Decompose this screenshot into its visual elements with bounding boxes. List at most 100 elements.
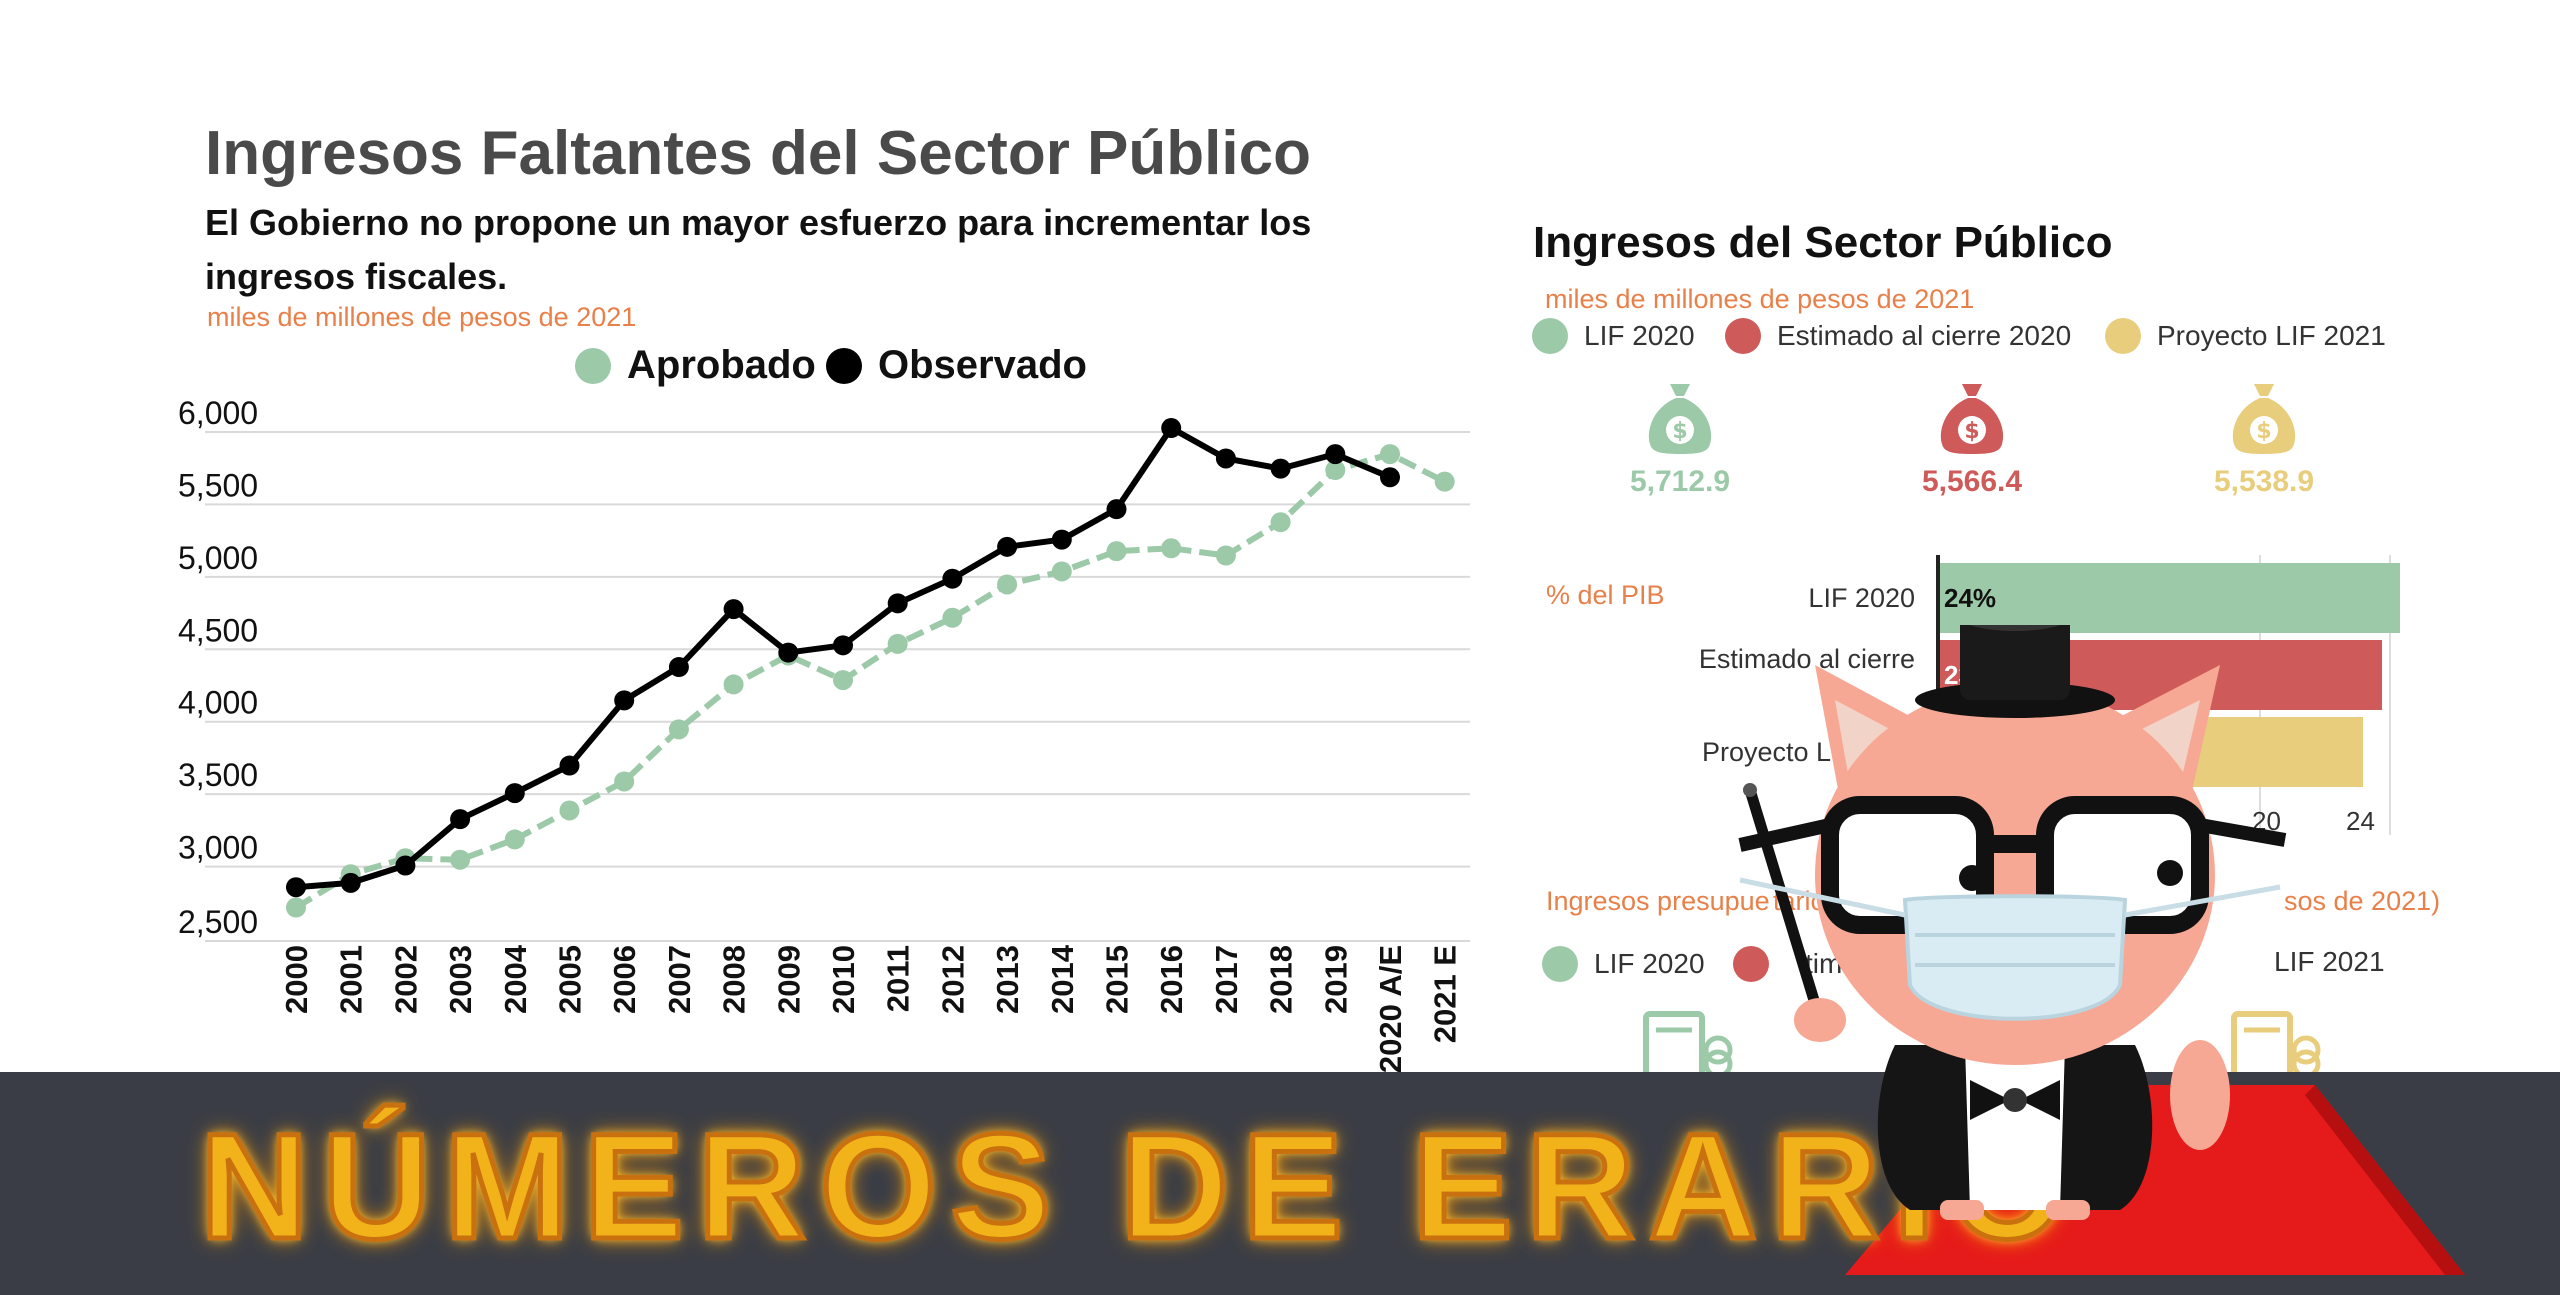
x-tick-label: 2009 bbox=[771, 945, 806, 1014]
x-tick-label: 2001 bbox=[334, 945, 369, 1014]
data-point-aprobado bbox=[1325, 460, 1346, 481]
line-chart: 2,500 3,000 3,500 4,000 4,500 5,000 5,500 6,000… bbox=[178, 395, 1470, 1073]
data-point-observado bbox=[1270, 458, 1291, 479]
legend-observado-marker bbox=[826, 347, 862, 384]
y-tick-label: 4,500 bbox=[178, 612, 258, 648]
series-line-aprobado bbox=[294, 451, 1447, 911]
money-bag-icon: $ bbox=[1648, 384, 1712, 454]
face-mask-icon bbox=[1902, 894, 2128, 1021]
bottom-subtitle-left: Ingresos presupue bbox=[1546, 886, 1770, 916]
data-point-observado bbox=[559, 755, 580, 776]
chart-title: Ingresos Faltantes del Sector Público bbox=[205, 119, 1311, 188]
x-tick-label: 2006 bbox=[607, 945, 642, 1014]
data-point-observado bbox=[1106, 499, 1127, 520]
pib-label: % del PIB bbox=[1546, 580, 1665, 610]
legend-proyecto-label: Proyecto LIF 2021 bbox=[2157, 320, 2386, 351]
x-tick-label: 2005 bbox=[553, 945, 588, 1014]
x-tick-label: 2002 bbox=[388, 945, 423, 1014]
x-tick-label: 2003 bbox=[443, 945, 478, 1014]
svg-text:$: $ bbox=[2256, 419, 2271, 444]
data-point-observado bbox=[1325, 444, 1346, 465]
pib-tick-label: 24 bbox=[2346, 806, 2375, 836]
x-tick-label: 2010 bbox=[826, 945, 861, 1014]
legend-aprobado-marker bbox=[575, 347, 611, 384]
data-point-observado bbox=[778, 642, 799, 663]
data-point-aprobado bbox=[1106, 541, 1127, 562]
data-point-observado bbox=[1215, 448, 1236, 469]
data-point-aprobado bbox=[1051, 561, 1072, 582]
legend-estimado-label: Estimado al cierre 2020 bbox=[1777, 320, 2072, 351]
y-tick-label: 3,000 bbox=[178, 830, 258, 866]
x-tick-label: 2014 bbox=[1045, 944, 1080, 1014]
x-tick-label: 2008 bbox=[717, 945, 752, 1014]
legend-aprobado-label: Aprobado bbox=[627, 343, 816, 387]
data-point-observado bbox=[395, 855, 416, 876]
pib-bar-value: 24% bbox=[1944, 583, 1997, 613]
legend-lif-2020: LIF 2020 bbox=[1532, 318, 1695, 354]
right-panel-title: Ingresos del Sector Público bbox=[1533, 218, 2113, 267]
data-point-observado bbox=[1051, 529, 1072, 550]
legend-lif-2020-label: LIF 2020 bbox=[1584, 320, 1695, 351]
data-point-observado bbox=[614, 690, 635, 711]
bottom-subtitle-right: sos de 2021) bbox=[2284, 886, 2441, 916]
data-point-aprobado bbox=[997, 574, 1018, 595]
money-value-estimado: 5,566.4 bbox=[1921, 465, 2023, 498]
bottom-legend-proyecto: LIF 2021 bbox=[2262, 946, 2385, 978]
banner-title: NÚMEROS DE ERARIO bbox=[198, 1100, 2080, 1273]
data-point-observado bbox=[286, 877, 306, 898]
data-point-observado bbox=[997, 536, 1018, 557]
legend-proyecto-lif: Proyecto LIF 2021 bbox=[2105, 318, 2386, 354]
data-point-observado bbox=[942, 568, 963, 589]
x-tick-label: 2012 bbox=[935, 945, 970, 1014]
legend-aprobado: Aprobado bbox=[575, 343, 816, 388]
pointer-stick-icon bbox=[1744, 784, 1826, 1026]
data-point-aprobado bbox=[1215, 545, 1236, 566]
data-point-aprobado bbox=[942, 607, 963, 628]
data-point-observado bbox=[340, 872, 361, 893]
x-tick-label: 2015 bbox=[1100, 945, 1135, 1014]
y-tick-label: 5,500 bbox=[178, 467, 258, 503]
data-point-aprobado bbox=[887, 633, 908, 654]
pib-bar-lif-2020 bbox=[1940, 563, 2400, 633]
x-tick-label: 2000 bbox=[279, 945, 314, 1014]
pib-bar-label: Estimado al cierre bbox=[1698, 644, 1915, 674]
x-tick-label: 2013 bbox=[990, 945, 1025, 1014]
legend-lif-2020-marker bbox=[1532, 318, 1568, 354]
data-point-observado bbox=[723, 599, 744, 620]
y-tick-label: 2,500 bbox=[178, 904, 258, 940]
data-point-observado bbox=[504, 783, 525, 804]
document-stack-icon bbox=[2231, 1011, 2321, 1072]
money-value-proyecto: 5,538.9 bbox=[2213, 465, 2315, 498]
x-tick-label: 2011 bbox=[881, 945, 916, 1012]
y-tick-label: 6,000 bbox=[178, 395, 258, 431]
x-tick-label: 2021 E bbox=[1428, 945, 1463, 1043]
x-tick-label: 2004 bbox=[498, 944, 533, 1014]
y-tick-label: 3,500 bbox=[178, 757, 258, 793]
bottom-legend-marker bbox=[1542, 946, 1578, 982]
data-point-observado bbox=[1380, 467, 1400, 488]
pig-mascot-illustration bbox=[1738, 625, 2287, 1220]
data-point-aprobado bbox=[1270, 512, 1291, 533]
legend-observado: Observado bbox=[826, 343, 1087, 388]
data-point-aprobado bbox=[1380, 444, 1400, 465]
legend-observado-label: Observado bbox=[878, 343, 1087, 387]
chart-unit-label: miles de millones de pesos de 2021 bbox=[207, 302, 637, 332]
legend-estimado-cierre: Estimado al cierre 2020 bbox=[1725, 318, 2071, 354]
money-value-lif-2020: 5,712.9 bbox=[1629, 465, 1731, 498]
data-point-aprobado bbox=[614, 771, 635, 792]
x-tick-label: 2018 bbox=[1264, 945, 1299, 1014]
svg-text:$: $ bbox=[1672, 419, 1687, 444]
data-point-observado bbox=[450, 809, 471, 830]
y-tick-label: 4,000 bbox=[178, 685, 258, 721]
data-point-aprobado bbox=[559, 800, 580, 821]
x-tick-label: 2017 bbox=[1209, 945, 1244, 1014]
data-point-aprobado bbox=[1434, 471, 1455, 492]
money-bag-icon: $ bbox=[2232, 384, 2296, 454]
data-point-aprobado bbox=[1161, 538, 1182, 559]
x-tick-label: 2019 bbox=[1318, 945, 1353, 1014]
data-point-aprobado bbox=[668, 719, 689, 740]
data-point-observado bbox=[833, 635, 853, 656]
data-point-aprobado bbox=[450, 849, 471, 870]
y-tick-label: 5,000 bbox=[178, 540, 258, 576]
data-point-aprobado bbox=[833, 670, 853, 691]
